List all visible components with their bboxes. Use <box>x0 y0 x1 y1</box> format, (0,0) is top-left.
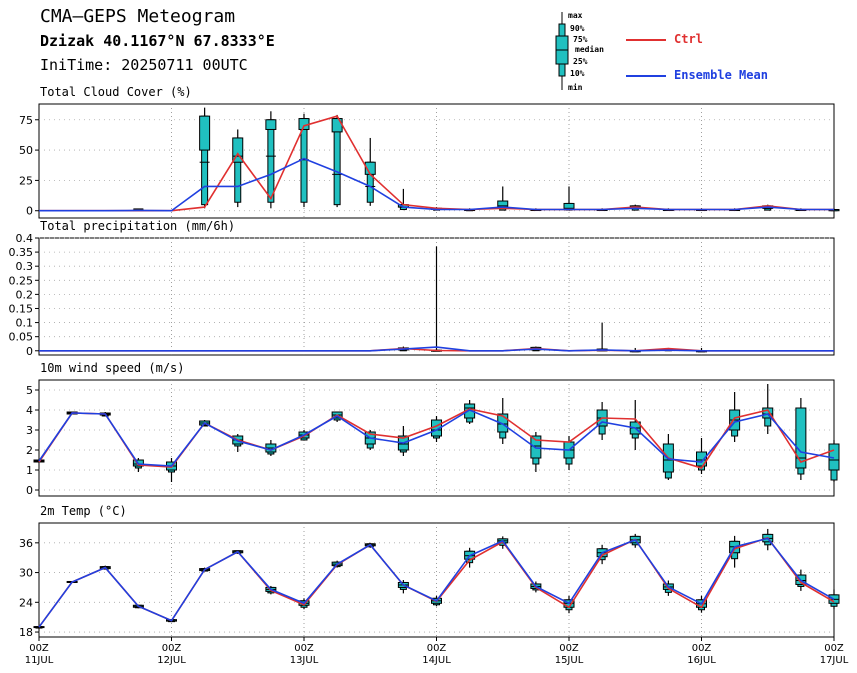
box-inner <box>265 119 277 130</box>
box-whisker <box>364 430 376 450</box>
legend-p75: 75% <box>573 35 588 44</box>
legend: max 90% 75% median 25% 10% min Ctrl Ense… <box>540 6 840 96</box>
x-tick-label-time: 00Z <box>162 643 182 654</box>
box-inner <box>199 115 211 151</box>
panel-1: Total precipitation (mm/6h)00.050.10.150… <box>9 219 835 358</box>
y-tick-label: 2 <box>26 444 33 457</box>
legend-ctrl-label: Ctrl <box>674 32 703 46</box>
x-tick-label-time: 00Z <box>427 643 447 654</box>
box-inner <box>331 118 343 133</box>
y-tick-label: 36 <box>19 537 33 550</box>
x-tick-label-time: 00Z <box>824 643 844 654</box>
x-tick-label-date: 14JUL <box>422 655 451 666</box>
box-whisker <box>265 111 277 209</box>
y-tick-label: 18 <box>19 626 33 639</box>
x-tick-label-date: 15JUL <box>555 655 584 666</box>
y-tick-label: 25 <box>19 174 33 187</box>
panel-2: 10m wind speed (m/s) 0 1 2 3 4 5 <box>26 361 840 497</box>
y-tick-label: 0.25 <box>9 274 34 287</box>
panel-3: 2m Temp (°C) 18 24 30 36 <box>19 504 840 639</box>
y-tick-label: 0 <box>26 345 33 358</box>
panel-title: 10m wind speed (m/s) <box>40 361 185 375</box>
y-tick-label: 0.2 <box>16 288 34 301</box>
y-tick-label: 75 <box>19 114 33 127</box>
box-whisker <box>232 129 244 208</box>
x-tick-label-date: 12JUL <box>157 655 186 666</box>
y-tick-label: 0.05 <box>9 331 34 344</box>
y-tick-label: 30 <box>19 567 33 580</box>
y-tick-label: 0 <box>26 205 33 218</box>
panel-title: 2m Temp (°C) <box>40 504 127 518</box>
ensemble-mean-line <box>39 346 834 352</box>
legend-box-icon <box>555 12 569 90</box>
legend-p90: 90% <box>570 24 585 33</box>
box-whisker <box>530 432 542 472</box>
y-tick-label: 50 <box>19 144 33 157</box>
legend-min: min <box>568 83 583 92</box>
y-tick-label: 3 <box>26 424 33 437</box>
page-title: CMA—GEPS Meteogram <box>40 6 236 27</box>
box-whisker <box>364 137 376 206</box>
x-tick-label-time: 00Z <box>294 643 314 654</box>
y-tick-label: 1 <box>26 464 33 477</box>
y-tick-label: 4 <box>26 404 33 417</box>
y-tick-label: 5 <box>26 384 33 397</box>
ensemble-mean-line <box>38 537 835 628</box>
box-inner <box>232 137 244 163</box>
box-whisker <box>431 246 442 352</box>
y-tick-label: 24 <box>19 596 33 609</box>
legend-p10: 10% <box>570 69 585 78</box>
x-tick-label-date: 16JUL <box>687 655 716 666</box>
ctrl-line <box>38 408 835 469</box>
legend-ctrl-line <box>626 39 666 41</box>
legend-max: max <box>568 11 583 20</box>
location-label: Dzizak 40.1167°N 67.8333°E <box>40 32 275 50</box>
y-tick-label: 0.1 <box>16 317 34 330</box>
x-tick-label-date: 13JUL <box>290 655 319 666</box>
box-whisker <box>629 400 641 450</box>
y-tick-label: 0.35 <box>9 246 34 259</box>
box-whisker <box>199 107 211 209</box>
y-tick-label: 0.15 <box>9 302 34 315</box>
ensemble-mean-line <box>38 409 835 467</box>
header: CMA—GEPS Meteogram Dzizak 40.1167°N 67.8… <box>0 0 857 100</box>
x-tick-label-time: 00Z <box>559 643 579 654</box>
box-whisker <box>762 384 774 434</box>
y-tick-label: 0.4 <box>16 232 34 245</box>
legend-p25: 25% <box>573 57 588 66</box>
x-tick-label-date: 17JUL <box>820 655 849 666</box>
box-inner <box>762 407 774 419</box>
box-whisker <box>795 398 807 480</box>
x-tick-label-date: 11JUL <box>25 655 54 666</box>
x-tick-label-time: 00Z <box>692 643 712 654</box>
box-whisker <box>563 186 575 211</box>
box-whisker <box>331 114 343 208</box>
panel-0: Total Cloud Cover (%) 0 25 50 75 <box>19 85 840 219</box>
y-tick-label: 0.3 <box>16 260 34 273</box>
ensemble-mean-line <box>39 157 834 212</box>
box-whisker <box>431 416 442 442</box>
box-whisker <box>596 322 608 352</box>
legend-median: median <box>575 45 604 54</box>
box-inner <box>795 407 807 469</box>
box-whisker <box>232 434 244 452</box>
y-tick-label: 0 <box>26 484 33 497</box>
box-whisker <box>497 398 509 444</box>
box-inner <box>497 413 509 433</box>
legend-mean-label: Ensemble Mean <box>674 68 768 82</box>
x-tick-label-time: 00Z <box>29 643 49 654</box>
legend-mean-line <box>626 75 666 77</box>
box-whisker <box>828 440 840 482</box>
panel-title: Total Cloud Cover (%) <box>40 85 192 99</box>
box-outer <box>267 119 275 203</box>
box-inner <box>696 451 707 467</box>
panel-title: Total precipitation (mm/6h) <box>40 219 235 233</box>
box-inner <box>530 435 542 459</box>
init-time-label: IniTime: 20250711 00UTC <box>40 56 248 74</box>
